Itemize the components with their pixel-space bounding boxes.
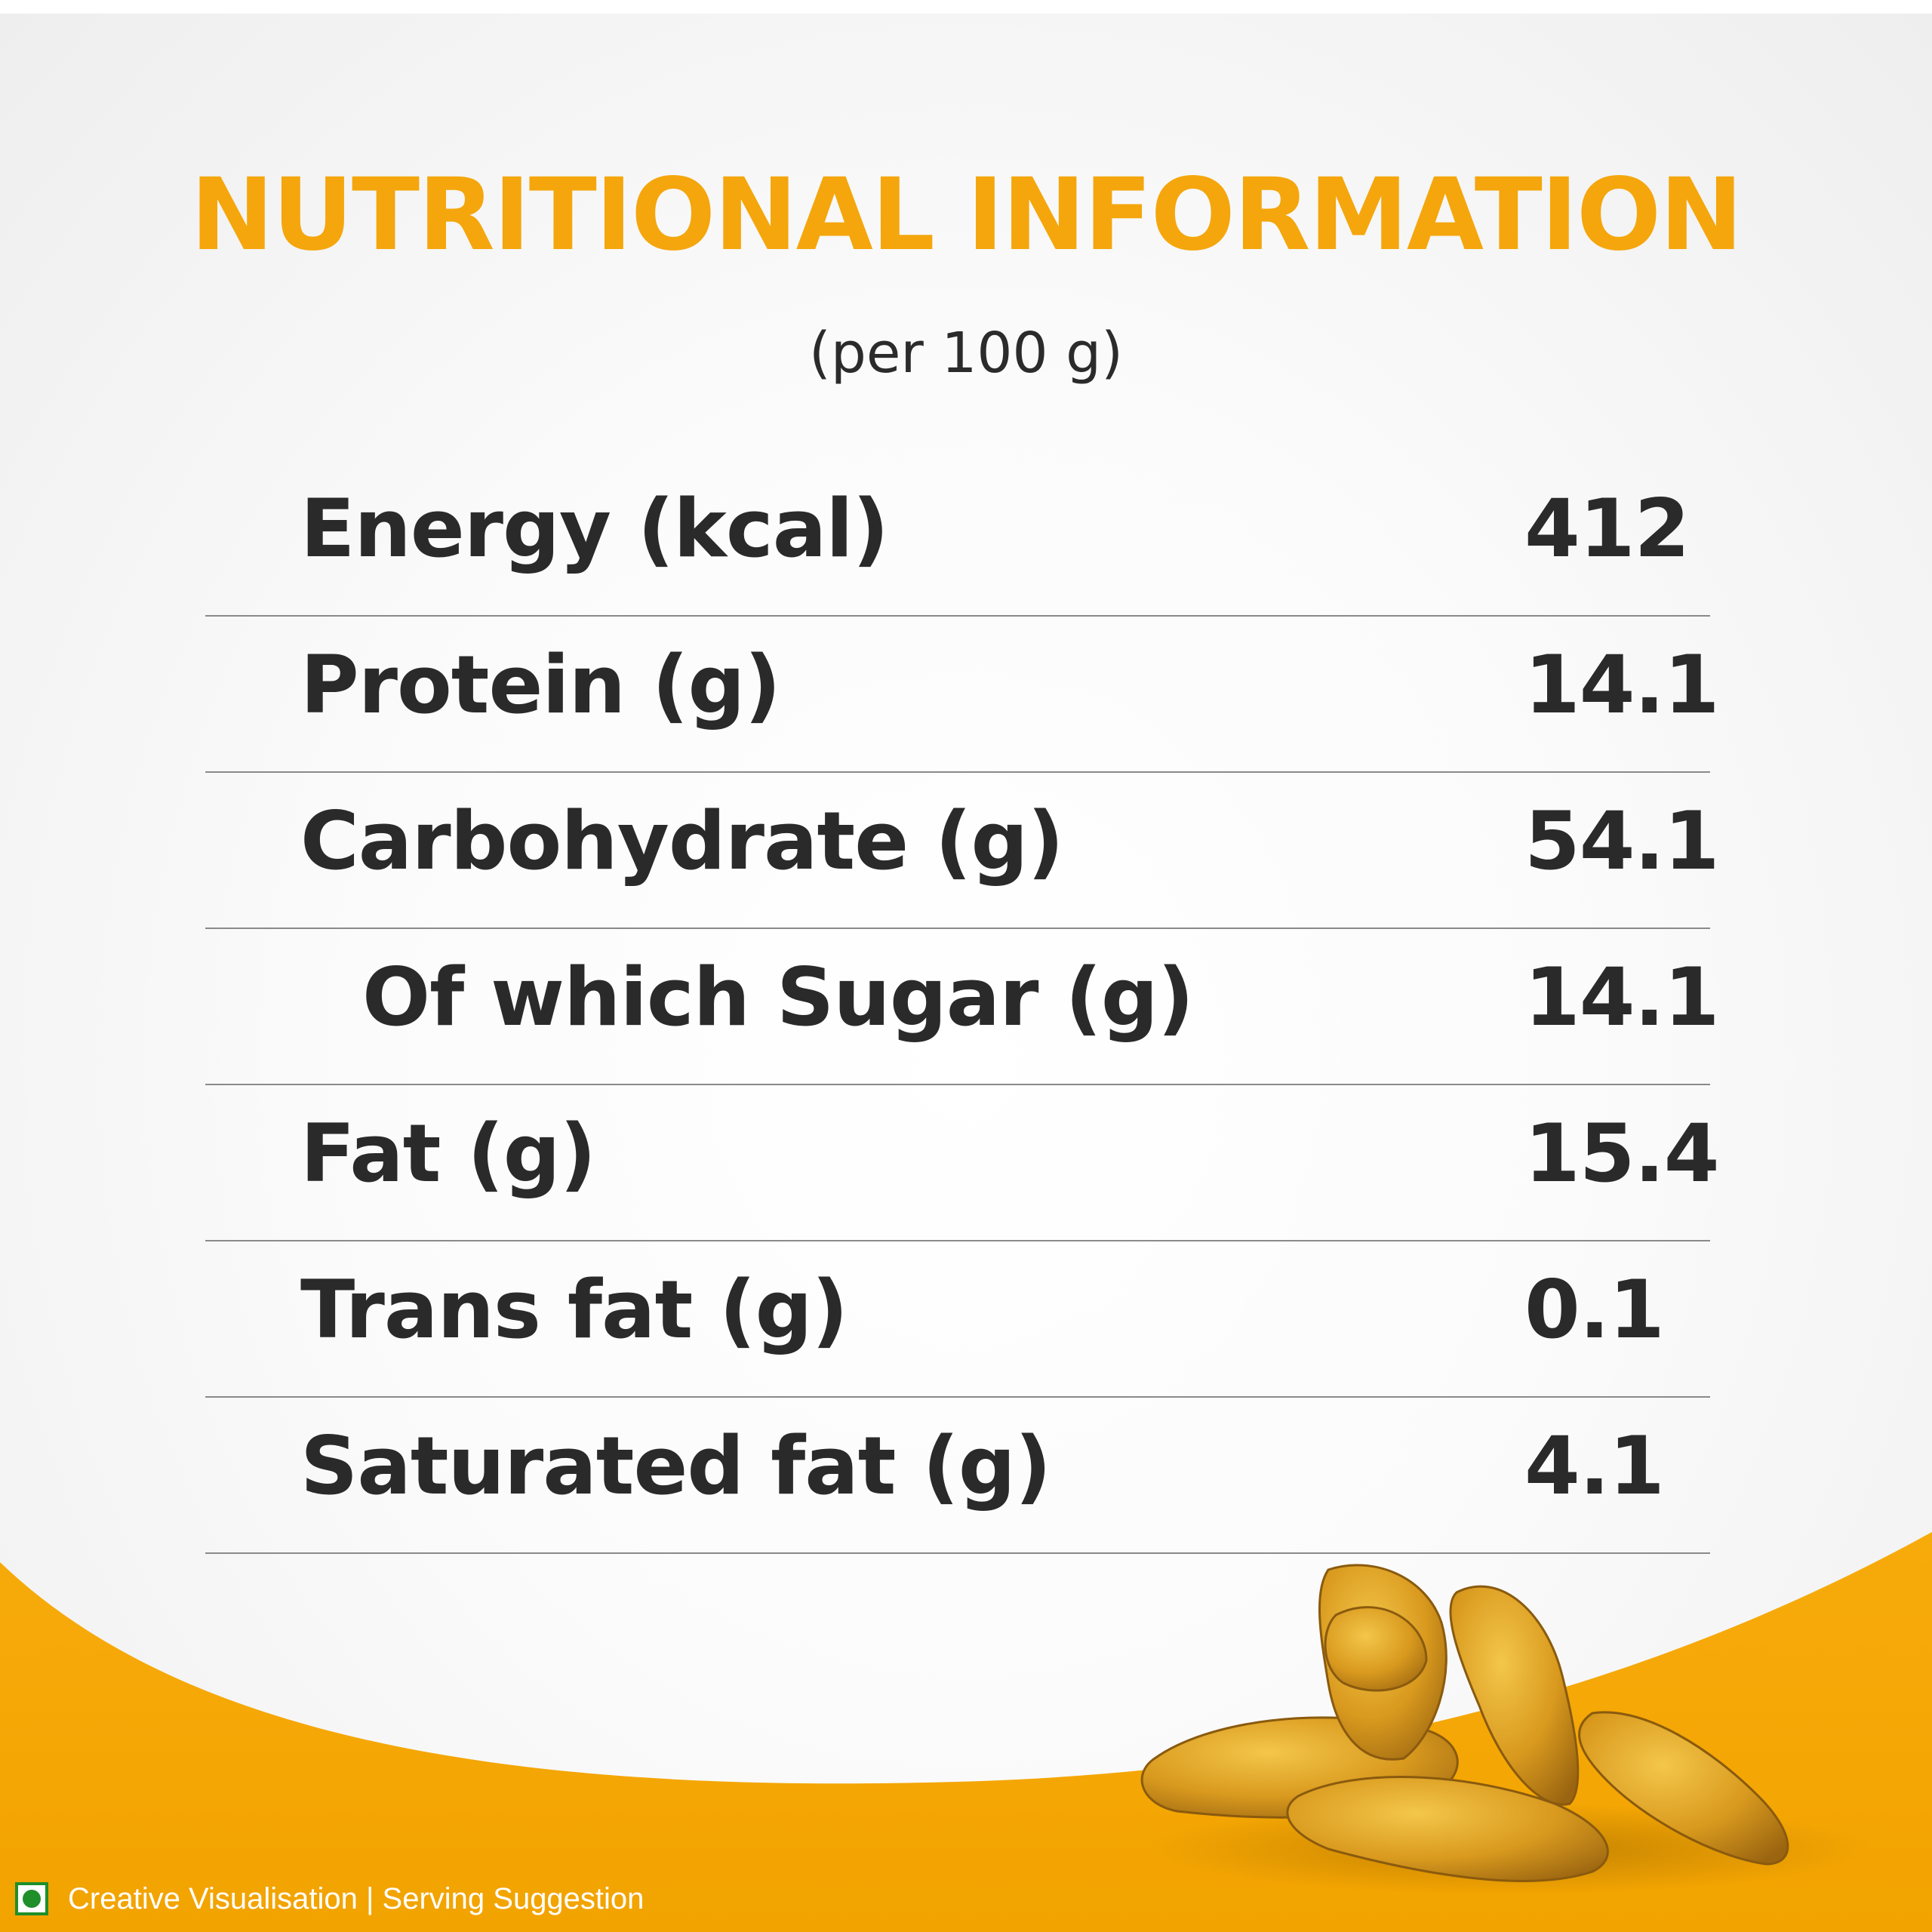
nutrient-value: 412 bbox=[1524, 482, 1690, 575]
page-subtitle: (per 100 g) bbox=[809, 321, 1123, 386]
nutrient-value: 14.1 bbox=[1524, 951, 1720, 1044]
table-row: Protein (g) 14.1 bbox=[205, 617, 1720, 773]
nutrient-value: 0.1 bbox=[1524, 1263, 1665, 1356]
veg-symbol-icon bbox=[15, 1882, 48, 1915]
footer: Creative Visualisation | Serving Suggest… bbox=[15, 1876, 644, 1921]
nutrition-table: Energy (kcal) 412 Protein (g) 14.1 Carbo… bbox=[205, 460, 1720, 1554]
veg-dot bbox=[23, 1890, 41, 1908]
nutrient-value: 4.1 bbox=[1524, 1420, 1665, 1512]
nutrient-label: Energy (kcal) bbox=[300, 482, 889, 575]
nutrient-label: Fat (g) bbox=[300, 1107, 596, 1200]
table-row: Saturated fat (g) 4.1 bbox=[205, 1398, 1710, 1554]
table-row: Carbohydrate (g) 54.1 bbox=[205, 773, 1720, 929]
nutrient-label: Of which Sugar (g) bbox=[362, 951, 1194, 1044]
table-row: Of which Sugar (g) 14.1 bbox=[205, 929, 1720, 1085]
page-title: NUTRITIONAL INFORMATION bbox=[190, 157, 1743, 273]
table-row: Energy (kcal) 412 bbox=[205, 460, 1710, 617]
nutrient-value: 14.1 bbox=[1524, 638, 1720, 731]
nutrient-label: Protein (g) bbox=[300, 638, 781, 731]
nutrient-value: 15.4 bbox=[1524, 1107, 1720, 1200]
nutrient-label: Carbohydrate (g) bbox=[300, 795, 1064, 888]
nutrient-value: 54.1 bbox=[1524, 795, 1720, 888]
nutrient-label: Trans fat (g) bbox=[300, 1263, 848, 1356]
top-strip bbox=[0, 0, 1932, 14]
table-row: Fat (g) 15.4 bbox=[205, 1085, 1720, 1241]
nutrient-label: Saturated fat (g) bbox=[300, 1420, 1051, 1512]
table-row: Trans fat (g) 0.1 bbox=[205, 1241, 1710, 1398]
footer-disclaimer: Creative Visualisation | Serving Suggest… bbox=[68, 1881, 645, 1915]
